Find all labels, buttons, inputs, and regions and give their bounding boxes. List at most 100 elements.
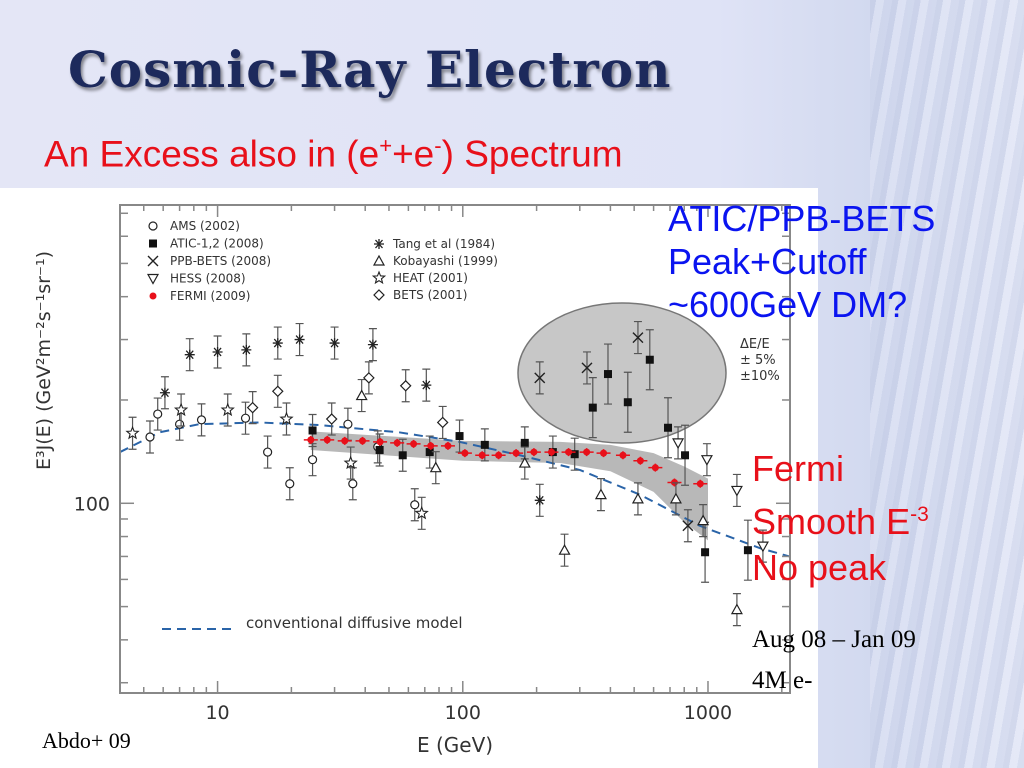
data-point-atic-1-2-2008 [570,450,579,459]
data-point-atic-1-2-2008 [645,355,654,364]
subtitle-sup: - [434,133,442,158]
legend-marker [372,254,386,266]
legend-label: Kobayashi (1999) [393,254,498,268]
data-point-atic-1-2-2008 [520,438,529,447]
legend-marker [149,292,157,300]
slide-subtitle: An Excess also in (e++e-) Spectrum [44,133,623,175]
data-point-kobayashi-1999 [697,514,710,526]
data-point-heat-2001 [125,425,140,440]
subtitle-text: +e [392,133,435,175]
data-point-fermi-2009 [547,448,555,456]
data-point-tang-et-al-1984 [367,339,378,350]
data-point-hess-2008 [756,541,769,553]
data-point-ams-2002 [348,479,358,489]
data-point-kobayashi-1999 [594,488,607,500]
data-point-bets-2001 [436,416,449,429]
data-point-hess-2008 [700,455,713,466]
data-point-fermi-2009 [323,436,331,444]
data-point-fermi-2009 [393,439,401,447]
legend-label: Tang et al (1984) [392,237,495,251]
data-point-tang-et-al-1984 [272,338,283,349]
fermi-systematic-band [310,431,708,541]
annotation-line: No peak [752,547,887,588]
annotation-line: Fermi [752,448,844,489]
data-point-tang-et-al-1984 [294,334,305,345]
data-point-hess-2008 [730,485,743,497]
data-point-fermi-2009 [651,464,659,472]
data-point-heat-2001 [414,505,429,520]
data-point-atic-1-2-2008 [664,423,673,432]
data-point-ppb-bets-2008 [534,372,546,384]
data-point-kobayashi-1999 [669,492,682,504]
data-point-fermi-2009 [444,442,452,450]
event-count: 4M e- [752,667,813,694]
data-point-fermi-2009 [565,448,573,456]
data-point-tang-et-al-1984 [534,495,545,506]
annotation-line: ATIC/PPB-BETS [668,198,936,239]
data-point-fermi-2009 [619,451,627,459]
observation-period: Aug 08 – Jan 09 [752,626,916,653]
data-point-kobayashi-1999 [558,543,571,555]
data-point-ams-2002 [307,455,318,465]
legend-label: AMS (2002) [170,219,240,233]
subtitle-sup: + [379,133,393,158]
data-point-bets-2001 [246,401,259,414]
legend-marker [147,255,159,267]
slide-title: Cosmic-Ray Electron [68,40,672,99]
data-point-fermi-2009 [530,448,538,456]
data-point-fermi-2009 [461,449,469,457]
data-point-ppb-bets-2008 [581,362,593,374]
annotation-line: Peak+Cutoff [668,241,867,282]
data-point-kobayashi-1999 [355,389,368,401]
data-point-tang-et-al-1984 [184,349,195,360]
data-point-fermi-2009 [636,457,644,465]
data-point-tang-et-al-1984 [159,387,170,398]
data-point-bets-2001 [325,413,338,425]
legend-label: HEAT (2001) [393,271,468,285]
data-point-bets-2001 [271,385,284,398]
data-point-ams-2002 [240,413,251,423]
data-point-ams-2002 [410,500,420,510]
data-point-heat-2001 [343,455,358,470]
data-point-fermi-2009 [410,440,418,448]
data-point-atic-1-2-2008 [480,440,489,449]
subtitle-text: ) Spectrum [441,133,623,175]
data-point-tang-et-al-1984 [329,338,340,349]
x-tick-label: 1000 [684,702,732,724]
legend-marker [374,239,384,249]
data-point-tang-et-al-1984 [421,380,432,391]
citation: Abdo+ 09 [42,728,131,753]
data-point-fermi-2009 [307,436,315,444]
x-tick-label: 100 [445,702,481,724]
data-point-kobayashi-1999 [631,492,644,504]
subtitle-text: An Excess also in (e [44,133,380,175]
x-axis-label: E (GeV) [417,733,493,757]
legend-label: BETS (2001) [393,288,467,302]
data-point-atic-1-2-2008 [398,451,407,460]
resolution-5: ± 5% [740,353,776,368]
data-point-atic-1-2-2008 [455,432,464,441]
data-point-kobayashi-1999 [730,603,743,615]
data-point-atic-1-2-2008 [308,426,317,435]
data-point-heat-2001 [173,402,189,417]
data-point-fermi-2009 [512,449,520,457]
x-tick-label: 10 [205,702,229,724]
data-point-ppb-bets-2008 [682,520,694,532]
y-axis-label: E³J(E) (GeV²m⁻²s⁻¹sr⁻¹) [33,251,55,470]
data-point-heat-2001 [279,411,294,426]
data-point-atic-1-2-2008 [375,445,384,454]
data-point-atic-1-2-2008 [623,398,632,407]
data-point-kobayashi-1999 [429,461,442,473]
data-point-atic-1-2-2008 [743,546,752,555]
data-point-fermi-2009 [583,448,591,456]
data-point-ams-2002 [153,409,163,419]
legend-marker [146,273,160,285]
excess-highlight-ellipse [517,302,727,444]
legend-marker [149,239,157,248]
plot-frame [119,204,791,694]
legend-marker [373,289,385,301]
data-point-ppb-bets-2008 [632,332,644,344]
annotation-line: Smooth E-3 [752,492,929,545]
data-point-ams-2002 [196,415,207,425]
